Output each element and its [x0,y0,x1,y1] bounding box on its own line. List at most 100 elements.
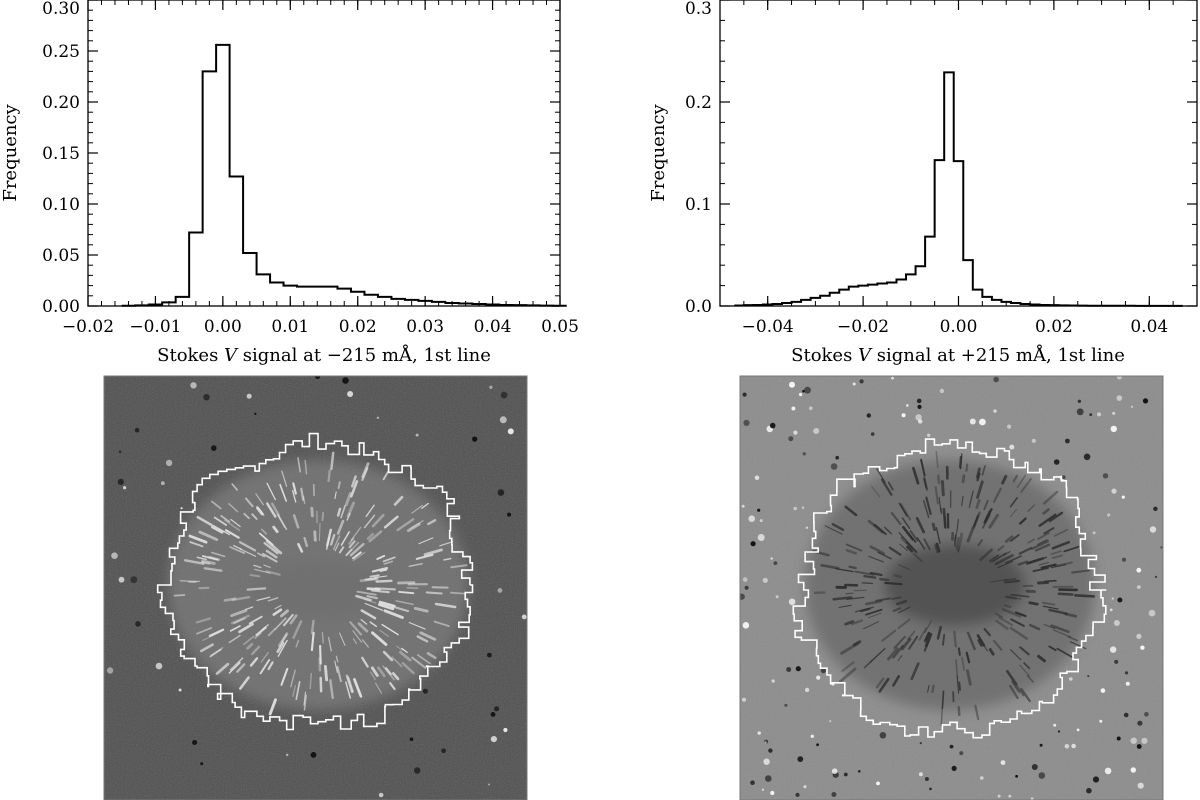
filament [263,541,279,555]
filament [330,451,335,471]
filament [1043,527,1055,535]
filament [898,502,908,517]
x-axis: −0.04 −0.02 0.00 0.02 0.04 [719,0,1198,337]
filament [1067,635,1079,642]
filament [334,660,338,673]
penumbral-filaments [812,451,1096,727]
magnetic-element [1123,712,1129,718]
filament [957,545,961,554]
magnetic-element [742,392,747,397]
filament [382,556,396,563]
magnetic-element [742,577,748,582]
filament [976,634,986,647]
filament [369,621,378,628]
filament [228,661,241,674]
magnetic-element [917,404,922,409]
scattered-dots [740,376,1163,800]
filament [871,485,881,498]
filament [907,532,917,543]
magnetic-element [1076,408,1084,416]
filament [297,542,304,553]
magnetic-element [178,688,182,692]
filament [1001,475,1008,485]
magnetic-element [816,675,821,680]
magnetic-element [757,508,761,512]
filament [238,622,254,634]
magnetic-element [497,489,505,496]
magnetic-element [786,667,792,672]
magnetic-element [521,614,527,620]
filament [195,617,211,624]
filament [875,597,891,602]
magnetic-element [918,419,923,424]
magnetic-element [831,768,838,774]
magnetic-element [801,506,805,510]
filament [281,470,288,487]
filament [1009,508,1018,518]
filament [352,630,363,643]
filament [425,591,443,595]
filament [844,620,855,626]
magnetic-element [1102,473,1109,479]
filament [934,485,939,505]
magnetic-element [859,379,864,384]
filament [376,554,386,560]
filament [846,596,865,600]
filament [884,526,893,535]
x-tick-label: 0.02 [1035,317,1073,337]
filament [277,639,288,657]
filament [983,499,989,511]
filament [418,537,434,545]
filament [256,505,265,516]
filament [363,514,376,529]
magnetic-element [490,712,496,717]
filament [224,519,241,532]
filament [848,565,857,570]
filament [323,664,329,682]
filament [254,568,271,574]
filament [1034,543,1051,552]
filament [300,487,305,501]
magnetic-element [1136,567,1142,573]
filament [251,645,261,656]
filament [824,525,843,535]
filament [188,534,208,544]
filament [230,518,241,528]
filament [238,541,257,552]
filament [1050,550,1062,556]
filament [259,659,271,675]
filament [875,677,885,689]
filament [897,654,903,662]
magnetic-element [788,436,794,442]
magnetic-element [795,792,800,798]
magnetic-element [1061,475,1066,480]
filament [229,625,241,632]
filament [1037,532,1050,540]
y-axis-title: Frequency [648,103,669,201]
magnetic-element [1149,526,1157,533]
filament [965,651,971,664]
filament [881,629,897,642]
filament [345,548,353,556]
filament [954,536,957,545]
filament [1009,496,1019,508]
filament [356,590,377,596]
filament [347,676,354,693]
magnetic-element [810,734,814,738]
filament [1014,611,1027,618]
filament [280,609,289,618]
magnetic-element [769,422,776,429]
filament [419,631,437,641]
y-tick-label: 0.0 [685,297,712,317]
filament [336,519,345,535]
magnetic-element [1160,546,1163,549]
filament [321,511,325,522]
filament [1070,641,1087,650]
filament [1004,535,1014,543]
magnetic-element [798,392,803,397]
magnetic-element [829,720,832,723]
filament [344,492,352,507]
filament [973,514,979,528]
filament [371,589,390,594]
magnetic-element [791,406,796,411]
